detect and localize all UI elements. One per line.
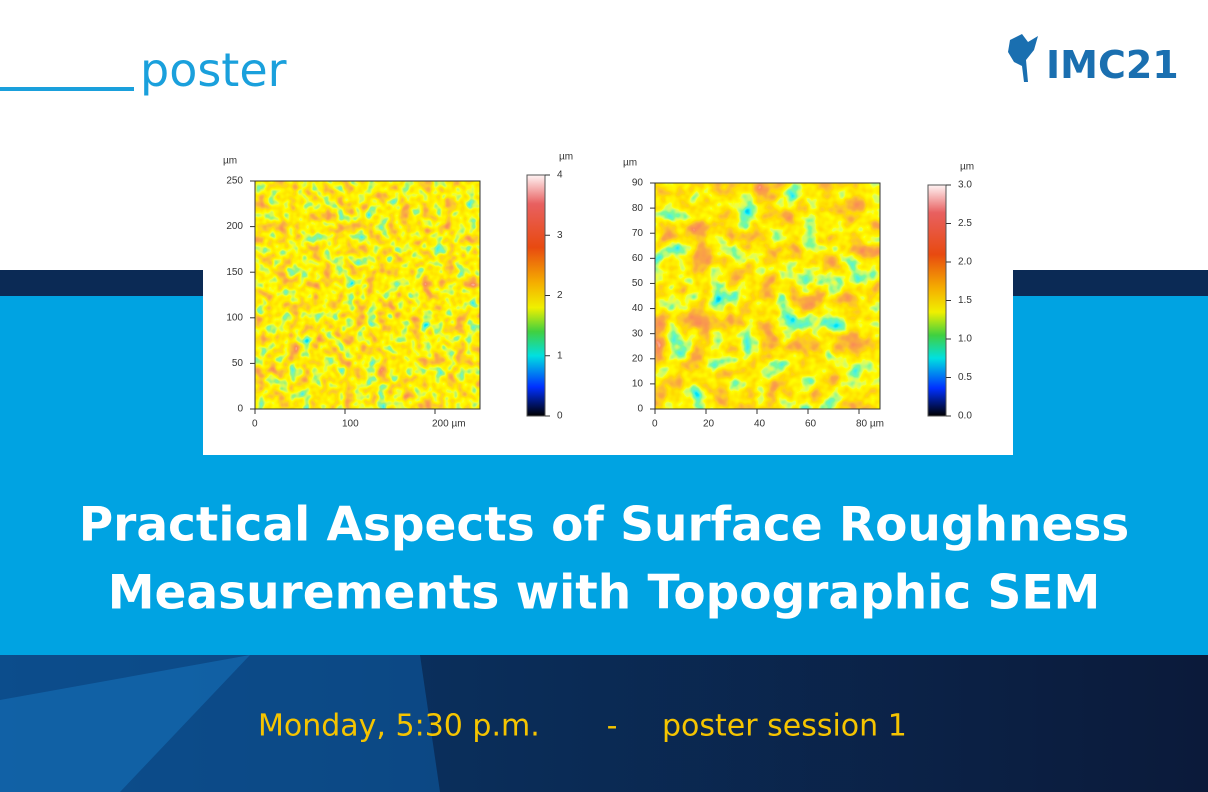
x-tick-label: 100 [342,419,359,430]
x-tick-label: 0 [252,419,258,430]
title-line: Measurements with Topographic SEM [108,566,1101,621]
y-unit: µm [223,156,237,167]
height-map [255,181,480,409]
y-tick-label: 90 [632,178,644,189]
logo: IMC21 [1046,43,1179,87]
y-tick-label: 200 [226,221,243,232]
logo-bird [1008,34,1038,82]
session-time: Monday, 5:30 p.m. [258,709,540,744]
colorbar-tick-label: 2.0 [958,257,972,268]
colorbar-tick-label: 1 [557,350,563,361]
x-tick-label: 60 [805,419,817,430]
y-tick-label: 40 [632,303,644,314]
y-tick-label: 100 [226,312,243,323]
x-tick-label: 80 µm [856,419,884,430]
title-line: Practical Aspects of Surface Roughness [79,498,1130,553]
y-tick-label: 0 [637,404,643,415]
y-tick-label: 20 [632,353,644,364]
y-tick-label: 80 [632,203,644,214]
x-tick-label: 0 [652,419,658,430]
colorbar-tick-label: 2 [557,290,563,301]
y-tick-label: 50 [232,358,244,369]
height-map [655,183,880,409]
colorbar-tick-label: 4 [557,170,563,181]
x-tick-label: 200 µm [432,419,466,430]
y-tick-label: 10 [632,379,644,390]
colorbar [526,174,546,417]
y-tick-label: 50 [632,278,644,289]
y-unit: µm [623,158,637,169]
plot-frame [654,182,881,410]
y-tick-label: 250 [226,176,243,187]
x-tick-label: 40 [754,419,766,430]
colorbar-tick-label: 0 [557,411,563,422]
colorbar-unit: µm [559,152,573,163]
header-label: poster [140,43,287,97]
colorbar-tick-label: 3 [557,230,563,241]
y-tick-label: 0 [237,404,243,415]
y-tick-label: 70 [632,228,644,239]
y-tick-label: 150 [226,267,243,278]
session-name: poster session 1 [662,709,907,744]
colorbar-tick-label: 0.0 [958,411,972,422]
colorbar-tick-label: 3.0 [958,180,972,191]
y-tick-label: 30 [632,328,644,339]
session-separator: - [607,709,618,744]
plot-frame [254,180,481,410]
colorbar-tick-label: 1.0 [958,334,972,345]
x-tick-label: 20 [703,419,715,430]
colorbar-tick-label: 0.5 [958,372,972,383]
colorbar-tick-label: 2.5 [958,218,972,229]
y-tick-label: 60 [632,253,644,264]
colorbar-tick-label: 1.5 [958,295,972,306]
colorbar-unit: µm [960,162,974,173]
footer-shape [0,655,250,792]
colorbar [927,184,947,417]
